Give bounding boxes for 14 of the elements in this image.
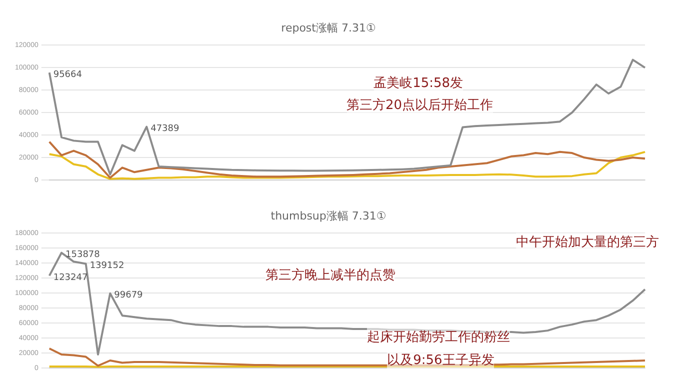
- annotation: 第三方20点以后开始工作: [346, 96, 494, 114]
- annotation: 中午开始加大量的第三方: [516, 232, 659, 251]
- chart-title: repost涨幅 7.31①: [281, 21, 376, 34]
- data-label: 95664: [53, 70, 82, 80]
- annotation: 第三方晚上减半的点赞: [265, 266, 396, 284]
- annotation: 孟美岐15:58发: [374, 74, 464, 92]
- data-label: 139152: [90, 261, 124, 272]
- chart-title: thumbsup涨幅 7.31①: [270, 209, 386, 222]
- annotation: 起床开始勤劳工作的粉丝: [366, 328, 510, 346]
- data-label: 47389: [150, 124, 180, 134]
- data-label: 99679: [114, 290, 144, 301]
- data-label: 153878: [66, 250, 100, 260]
- annotation: 以及9:56王子异发: [387, 350, 494, 369]
- data-label: 123247: [53, 273, 88, 284]
